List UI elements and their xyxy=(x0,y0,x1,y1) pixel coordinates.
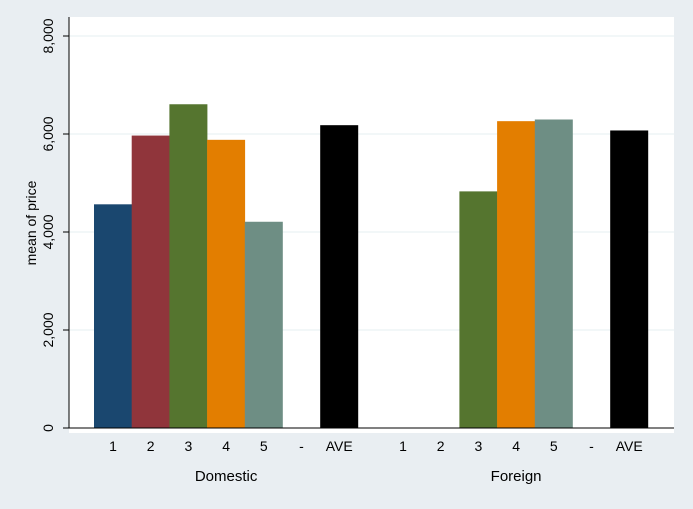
group-label: Foreign xyxy=(491,468,542,485)
bars xyxy=(94,104,649,429)
bar xyxy=(534,119,573,428)
x-tick-label: AVE xyxy=(326,438,353,454)
bar xyxy=(131,135,170,428)
x-tick-label: 2 xyxy=(147,438,155,454)
x-tick-label: - xyxy=(589,438,594,454)
y-tick-label: 2,000 xyxy=(40,312,56,347)
x-tick-label: 2 xyxy=(437,438,445,454)
bar xyxy=(94,204,132,428)
group-labels: Domestic Foreign xyxy=(195,468,542,485)
y-tick-label: 0 xyxy=(40,424,56,432)
x-tick-labels: 1 2 3 4 5 - AVE 1 2 3 4 5 - AVE xyxy=(109,438,643,454)
x-tick-label: 4 xyxy=(222,438,230,454)
y-tick-label: 8,000 xyxy=(40,18,56,53)
x-tick-label: - xyxy=(299,438,304,454)
bar xyxy=(497,121,536,429)
axes xyxy=(63,17,674,429)
y-tick-label: 6,000 xyxy=(40,116,56,151)
y-tick-label: 4,000 xyxy=(40,214,56,249)
y-axis-label: mean of price xyxy=(23,180,39,265)
x-tick-label: 3 xyxy=(185,438,193,454)
y-tick-labels: 0 2,000 4,000 6,000 8,000 xyxy=(40,18,56,432)
bar xyxy=(169,104,208,428)
bar xyxy=(459,191,498,428)
bar xyxy=(320,125,359,429)
group-label: Domestic xyxy=(195,468,258,485)
x-tick-label: 5 xyxy=(550,438,558,454)
x-tick-label: AVE xyxy=(616,438,643,454)
x-tick-label: 4 xyxy=(512,438,520,454)
x-tick-label: 5 xyxy=(260,438,268,454)
x-tick-label: 3 xyxy=(475,438,483,454)
bar xyxy=(610,130,649,429)
x-tick-label: 1 xyxy=(399,438,407,454)
bar xyxy=(207,139,246,428)
bar xyxy=(244,221,283,428)
x-tick-label: 1 xyxy=(109,438,117,454)
